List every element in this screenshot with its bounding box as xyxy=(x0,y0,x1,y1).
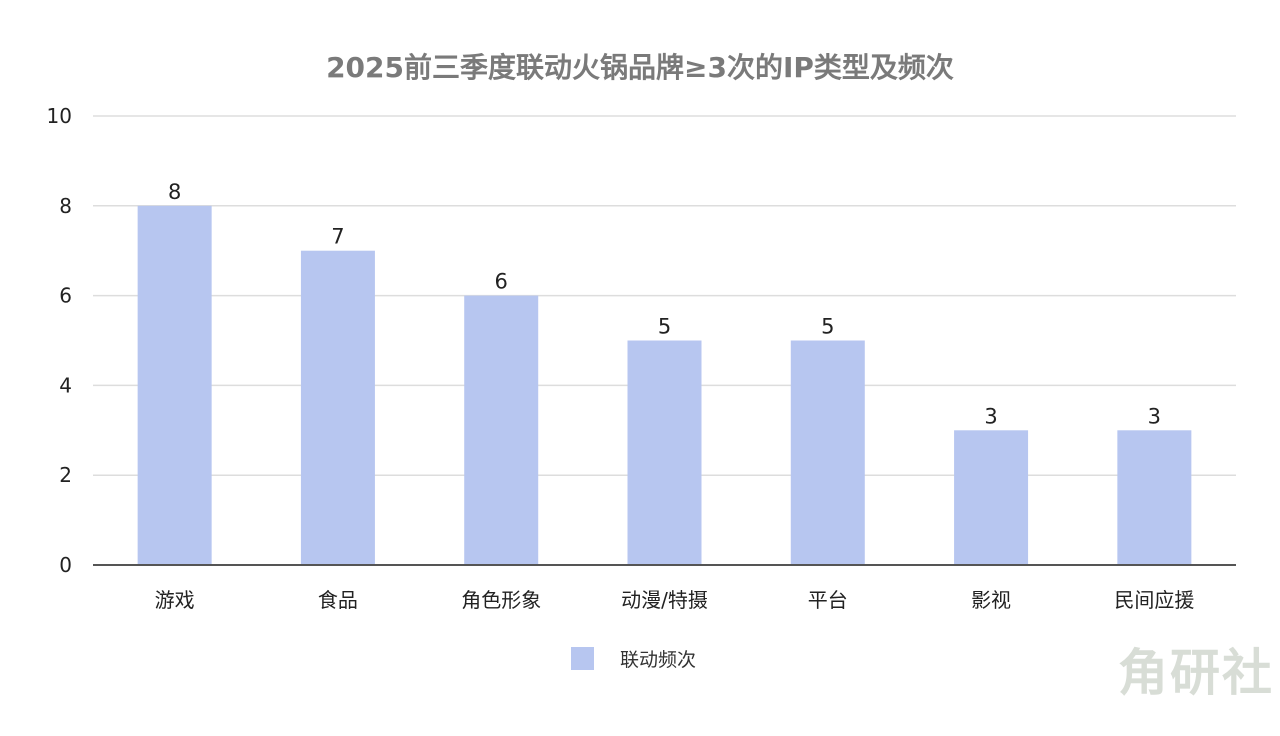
y-tick-label: 0 xyxy=(59,553,72,577)
bar xyxy=(300,250,375,565)
data-label: 8 xyxy=(168,180,181,204)
x-tick-label: 游戏 xyxy=(155,588,195,612)
y-axis-ticks: 0 2 4 6 8 10 xyxy=(47,104,72,577)
data-labels: 8 7 6 5 5 3 3 xyxy=(168,180,1161,428)
data-label: 3 xyxy=(1148,404,1161,428)
y-tick-label: 10 xyxy=(47,104,72,128)
bar xyxy=(627,340,702,565)
x-axis-ticks: 游戏 食品 角色形象 动漫/特摄 平台 影视 民间应援 xyxy=(155,588,1195,612)
data-label: 7 xyxy=(331,225,344,249)
legend: 联动频次 xyxy=(571,647,696,671)
chart-title: 2025前三季度联动火锅品牌≥3次的IP类型及频次 xyxy=(326,51,954,84)
bars xyxy=(137,205,1192,566)
legend-label: 联动频次 xyxy=(620,649,696,671)
legend-swatch xyxy=(571,647,594,670)
data-label: 6 xyxy=(495,270,508,294)
x-tick-label: 影视 xyxy=(971,588,1011,612)
y-tick-label: 8 xyxy=(59,194,72,218)
gridlines xyxy=(93,115,1236,476)
x-tick-label: 食品 xyxy=(318,588,358,612)
x-tick-label: 角色形象 xyxy=(461,588,541,612)
x-tick-label: 动漫/特摄 xyxy=(621,588,708,612)
bar xyxy=(954,430,1029,565)
bar xyxy=(790,340,865,565)
y-tick-label: 6 xyxy=(59,284,72,308)
x-tick-label: 平台 xyxy=(808,588,848,612)
watermark-logo: 角研社 xyxy=(1118,644,1274,702)
x-tick-label: 民间应援 xyxy=(1114,588,1194,612)
y-tick-label: 4 xyxy=(59,373,72,397)
y-tick-label: 2 xyxy=(59,463,72,487)
data-label: 5 xyxy=(821,315,834,339)
bar xyxy=(137,205,212,566)
bar xyxy=(1117,430,1192,565)
bar xyxy=(464,295,539,565)
data-label: 3 xyxy=(984,404,997,428)
data-label: 5 xyxy=(658,315,671,339)
